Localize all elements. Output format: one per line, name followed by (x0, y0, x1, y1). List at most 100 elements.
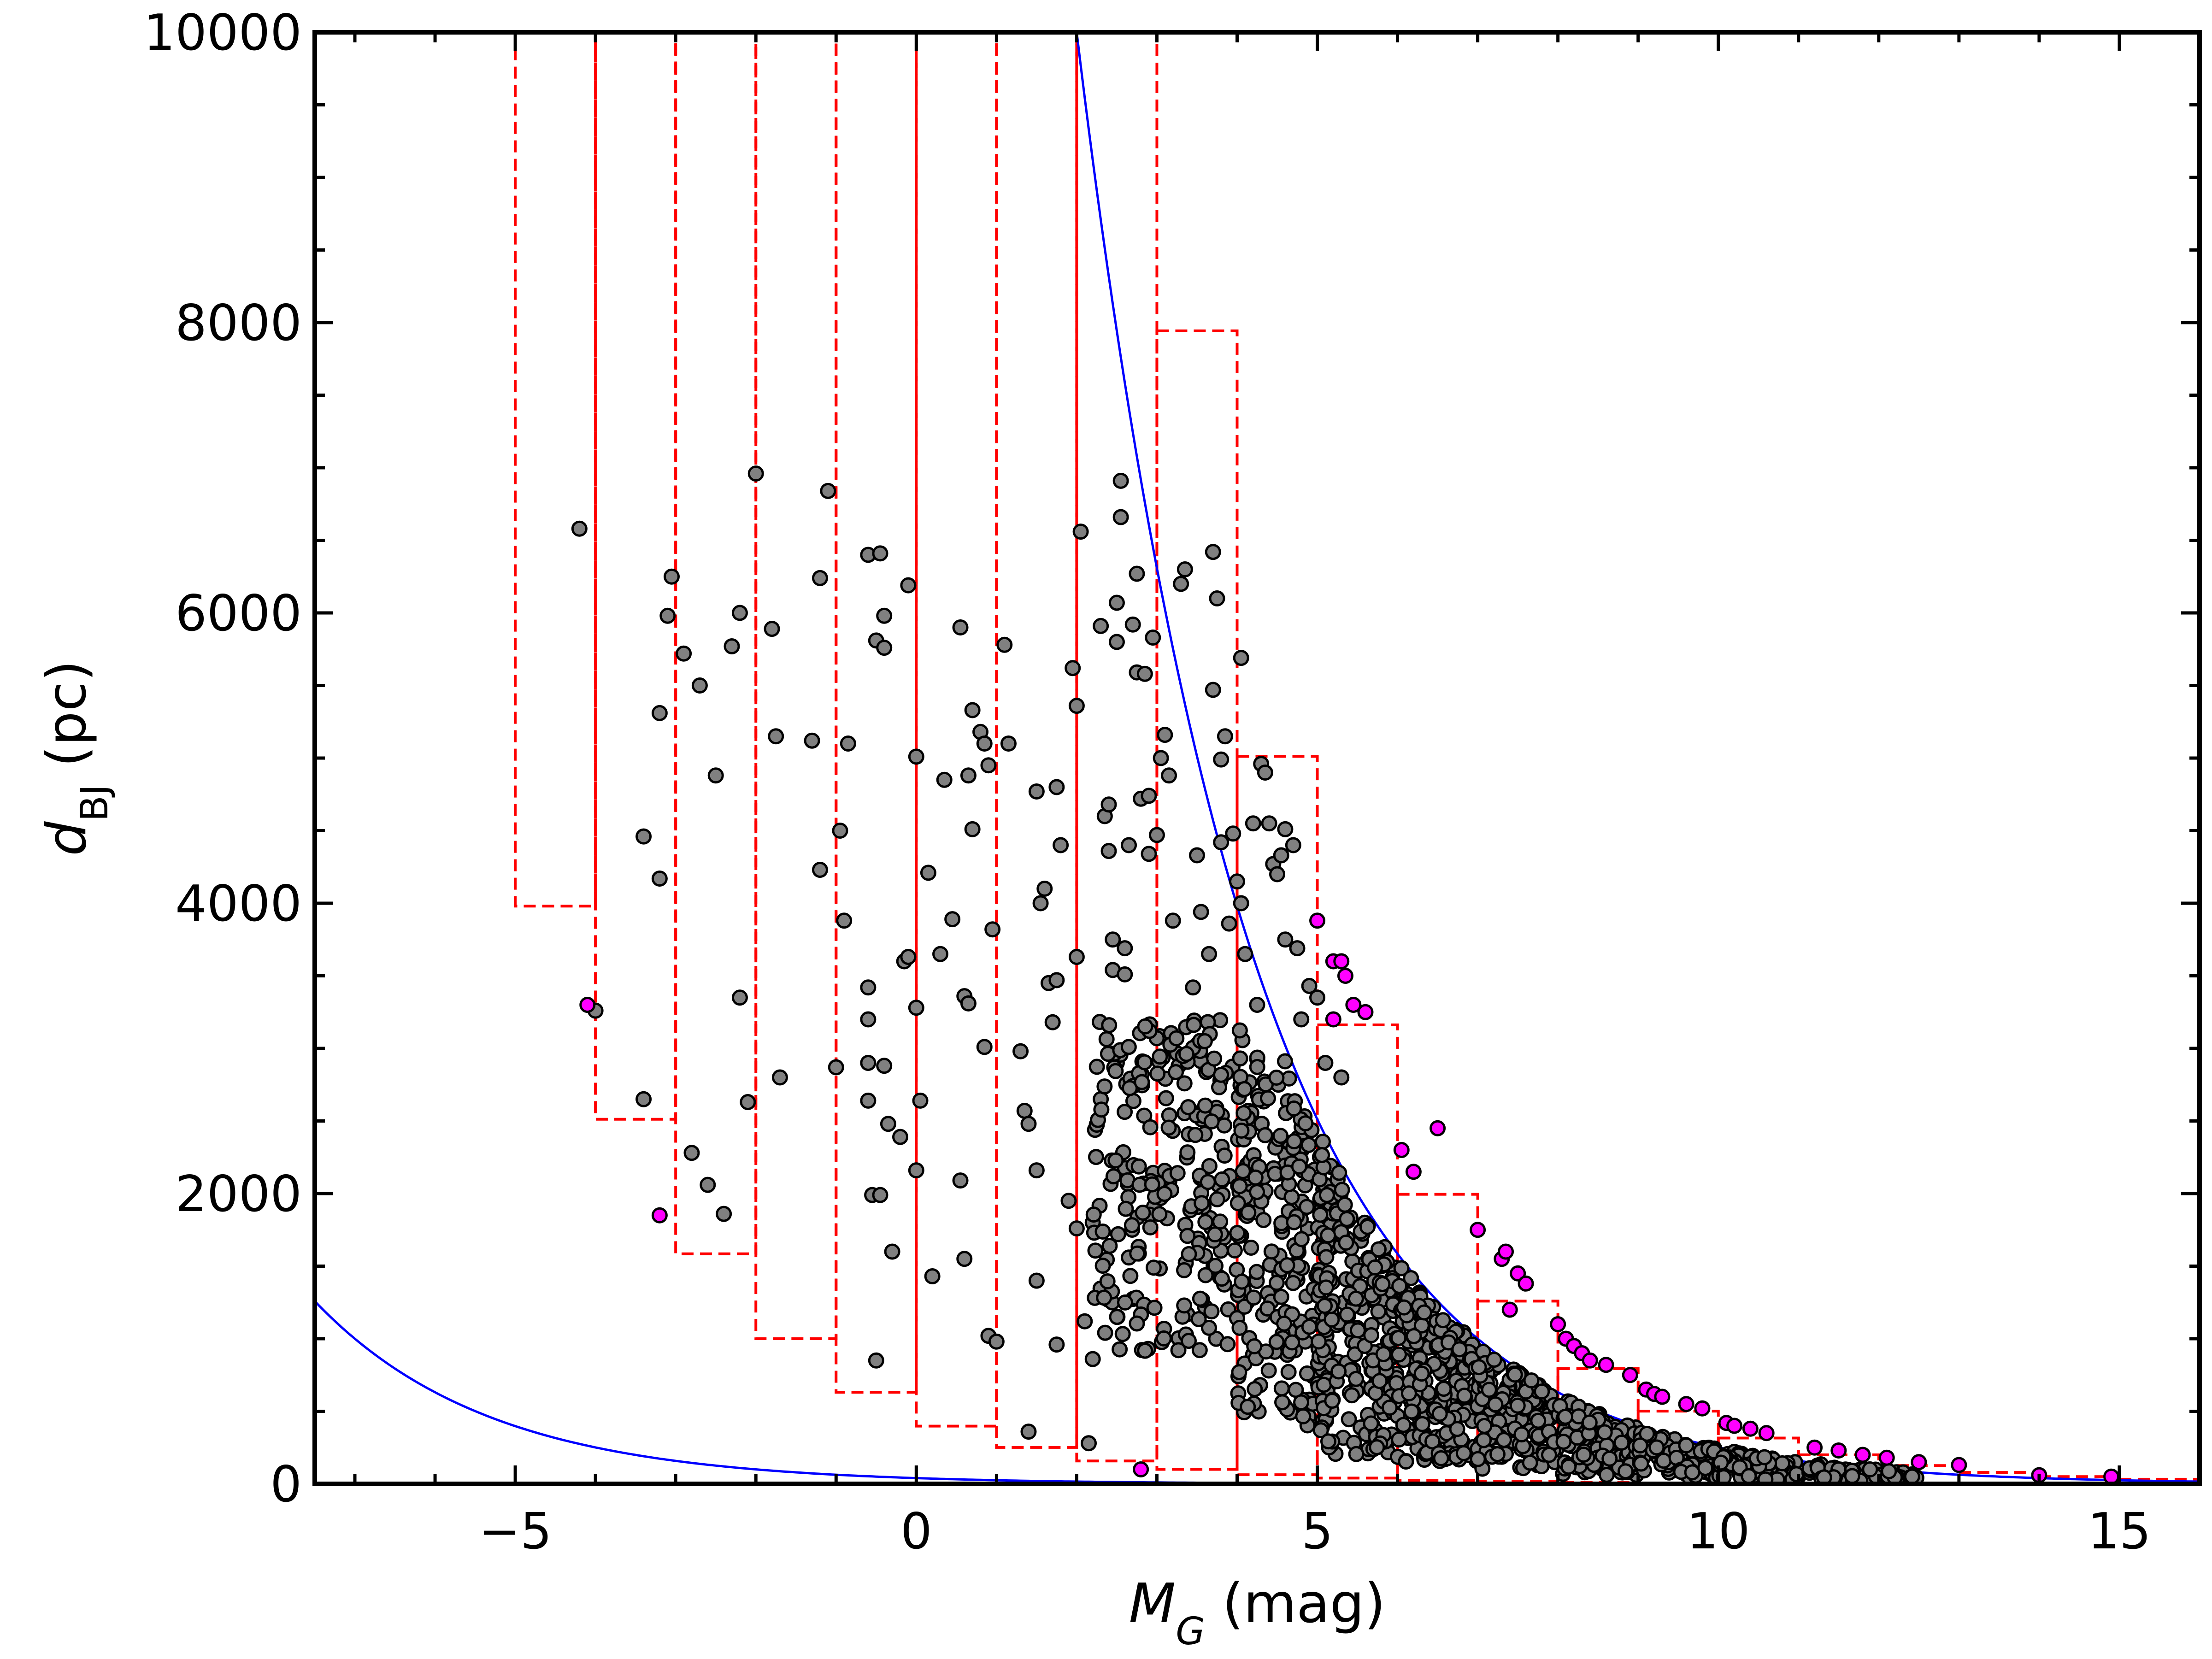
grey-point (1109, 1309, 1125, 1325)
grey-point (924, 1268, 941, 1285)
grey-point (1243, 1239, 1259, 1256)
grey-point (1060, 1193, 1077, 1209)
grey-point (1633, 1455, 1649, 1472)
grey-point (1230, 1195, 1246, 1212)
magenta-point (1133, 1461, 1149, 1477)
grey-point (1145, 629, 1161, 646)
magenta-point (1951, 1457, 1967, 1473)
grey-point (932, 946, 949, 962)
grey-point (1261, 815, 1277, 832)
magenta-point (1582, 1352, 1598, 1369)
magenta-point (1501, 1301, 1518, 1318)
grey-point (984, 921, 1001, 938)
grey-point (1534, 1383, 1550, 1400)
grey-point (1249, 1059, 1265, 1075)
grey-point (731, 605, 748, 621)
grey-point (976, 1039, 993, 1055)
grey-point (1185, 979, 1201, 996)
grey-point (1235, 1105, 1252, 1122)
grey-point (1486, 1352, 1502, 1368)
grey-point (1196, 1033, 1213, 1049)
grey-point (1177, 561, 1193, 577)
grey-point (900, 577, 917, 594)
grey-point (1085, 1206, 1102, 1223)
grey-point (1301, 1318, 1318, 1335)
grey-point (1121, 837, 1137, 853)
grey-point (1192, 1290, 1208, 1307)
grey-point (1413, 1365, 1430, 1382)
grey-point (1048, 779, 1065, 795)
grey-point (1203, 1303, 1220, 1320)
grey-point (1844, 1468, 1860, 1484)
grey-point (1077, 1313, 1093, 1330)
magenta-point (1678, 1396, 1694, 1412)
grey-point (1299, 1365, 1315, 1382)
magenta-point (2103, 1468, 2120, 1484)
grey-point (1245, 1289, 1262, 1306)
grey-point (1301, 978, 1318, 994)
grey-point (1203, 1113, 1220, 1130)
y-tick-labels: 0 2000 4000 6000 8000 10000 (143, 4, 302, 1513)
grey-point (1112, 472, 1129, 489)
grey-point (1213, 751, 1230, 768)
grey-point (960, 767, 977, 784)
grey-point (764, 621, 780, 637)
grey-point (1028, 1272, 1045, 1289)
grey-point (1312, 1206, 1329, 1223)
grey-point (1530, 1412, 1547, 1429)
x-tick-label: 15 (2088, 1503, 2151, 1560)
y-axis-label: dBJ (pc) (35, 660, 117, 856)
grey-point (956, 1251, 973, 1267)
grey-point (1120, 1039, 1137, 1055)
grey-point (1293, 1231, 1310, 1247)
grey-point (1084, 1351, 1101, 1367)
grey-point (1391, 1278, 1408, 1294)
grey-point (1367, 1259, 1383, 1276)
grey-point (1388, 1375, 1405, 1391)
grey-point (912, 1092, 929, 1109)
magenta-point (1878, 1449, 1895, 1466)
grey-point (1231, 1319, 1248, 1336)
grey-point (1000, 735, 1017, 752)
grey-point (707, 767, 724, 784)
grey-point (659, 607, 676, 624)
grey-point (1741, 1468, 1757, 1484)
grey-point (908, 748, 924, 765)
grey-point (1331, 1165, 1347, 1181)
grey-point (1317, 1055, 1334, 1071)
magenta-point (1518, 1275, 1534, 1292)
x-tick-label: −5 (478, 1503, 552, 1560)
grey-point (1229, 873, 1245, 890)
grey-point (1309, 989, 1326, 1006)
magenta-point (1325, 1011, 1341, 1028)
grey-point (1036, 881, 1053, 897)
grey-point (1213, 1066, 1230, 1083)
grey-point (1285, 1275, 1301, 1291)
grey-point (1173, 576, 1189, 592)
grey-point (1285, 837, 1301, 853)
grey-point (1231, 1364, 1247, 1381)
grey-point (1273, 1380, 1290, 1397)
grey-point (1145, 1259, 1162, 1276)
grey-point (1205, 544, 1221, 560)
grey-point (1152, 1048, 1168, 1065)
magenta-point (1742, 1420, 1759, 1437)
grey-point (1449, 1421, 1465, 1437)
grey-point (1471, 1359, 1487, 1376)
grey-point (980, 757, 997, 774)
grey-point (1229, 1225, 1246, 1241)
grey-point (1107, 1152, 1124, 1169)
grey-point (571, 520, 588, 537)
grey-point (1221, 915, 1237, 932)
grey-point (892, 1129, 909, 1145)
grey-point (1225, 825, 1241, 842)
grey-point (1185, 1017, 1202, 1033)
grey-point (1403, 1403, 1420, 1420)
x-tick-label: 0 (900, 1503, 932, 1560)
grey-point (1371, 1373, 1388, 1389)
grey-point (1129, 565, 1145, 582)
grey-point (1339, 1306, 1355, 1323)
magenta-point (1498, 1243, 1514, 1260)
grey-point (1391, 1431, 1407, 1448)
